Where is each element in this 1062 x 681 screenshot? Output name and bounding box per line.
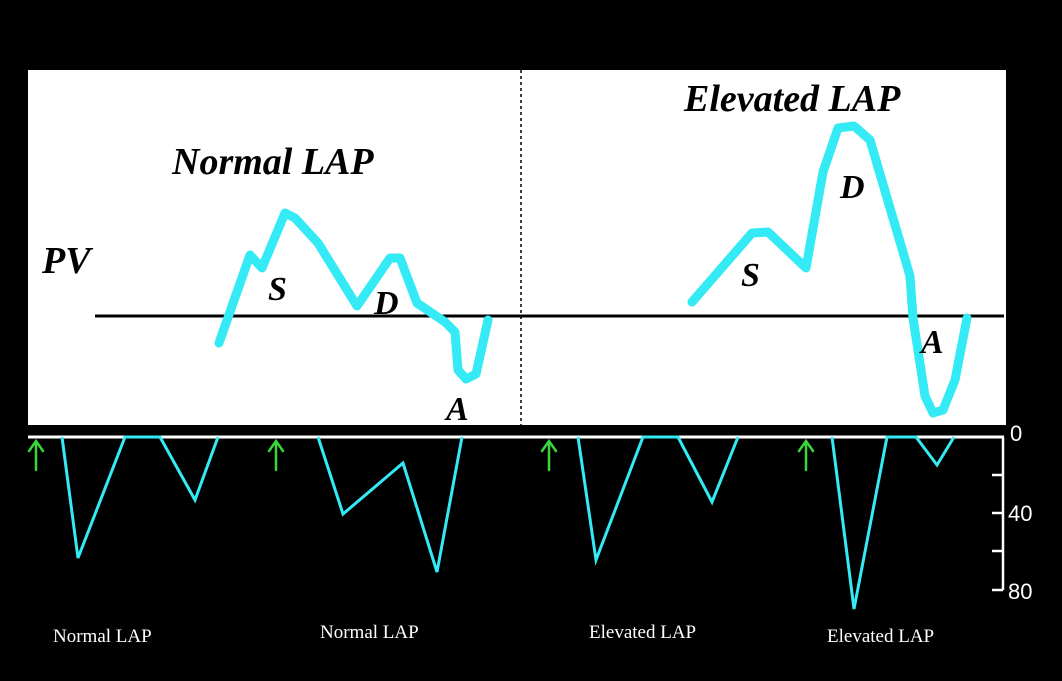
up-arrow-icon [267, 438, 285, 472]
pv-panel [28, 70, 1006, 425]
normal-s-label: S [268, 271, 287, 308]
elevated-a-label: A [919, 324, 944, 361]
elevated-d-label: D [839, 169, 865, 206]
scale-tick-0: 0 [1010, 421, 1022, 446]
up-arrow-icon [797, 438, 815, 472]
up-arrow-icon [540, 438, 558, 472]
elevated-lap-title: Elevated LAP [683, 78, 901, 120]
normal-flow-waveform-2 [316, 436, 464, 573]
elevated-pv-waveform [687, 121, 972, 418]
caption-elevated-2: Elevated LAP [827, 626, 934, 647]
scale-tick-40: 40 [1008, 501, 1032, 526]
scale-tick-80: 80 [1008, 579, 1032, 604]
pv-row-label: PV [41, 240, 93, 282]
velocity-scale [992, 437, 1005, 592]
normal-a-label: A [444, 391, 469, 428]
caption-normal-1: Normal LAP [53, 626, 152, 647]
elevated-flow-waveform-1 [576, 435, 740, 566]
elevated-s-label: S [741, 257, 760, 294]
elevated-flow-waveform-2 [830, 435, 956, 610]
normal-pv-waveform [214, 208, 493, 384]
caption-elevated-1: Elevated LAP [589, 622, 696, 643]
normal-flow-waveform-1 [60, 435, 220, 559]
caption-normal-2: Normal LAP [320, 622, 419, 643]
up-arrow-icon [27, 438, 45, 472]
normal-d-label: D [373, 285, 399, 322]
normal-lap-title: Normal LAP [171, 141, 374, 183]
